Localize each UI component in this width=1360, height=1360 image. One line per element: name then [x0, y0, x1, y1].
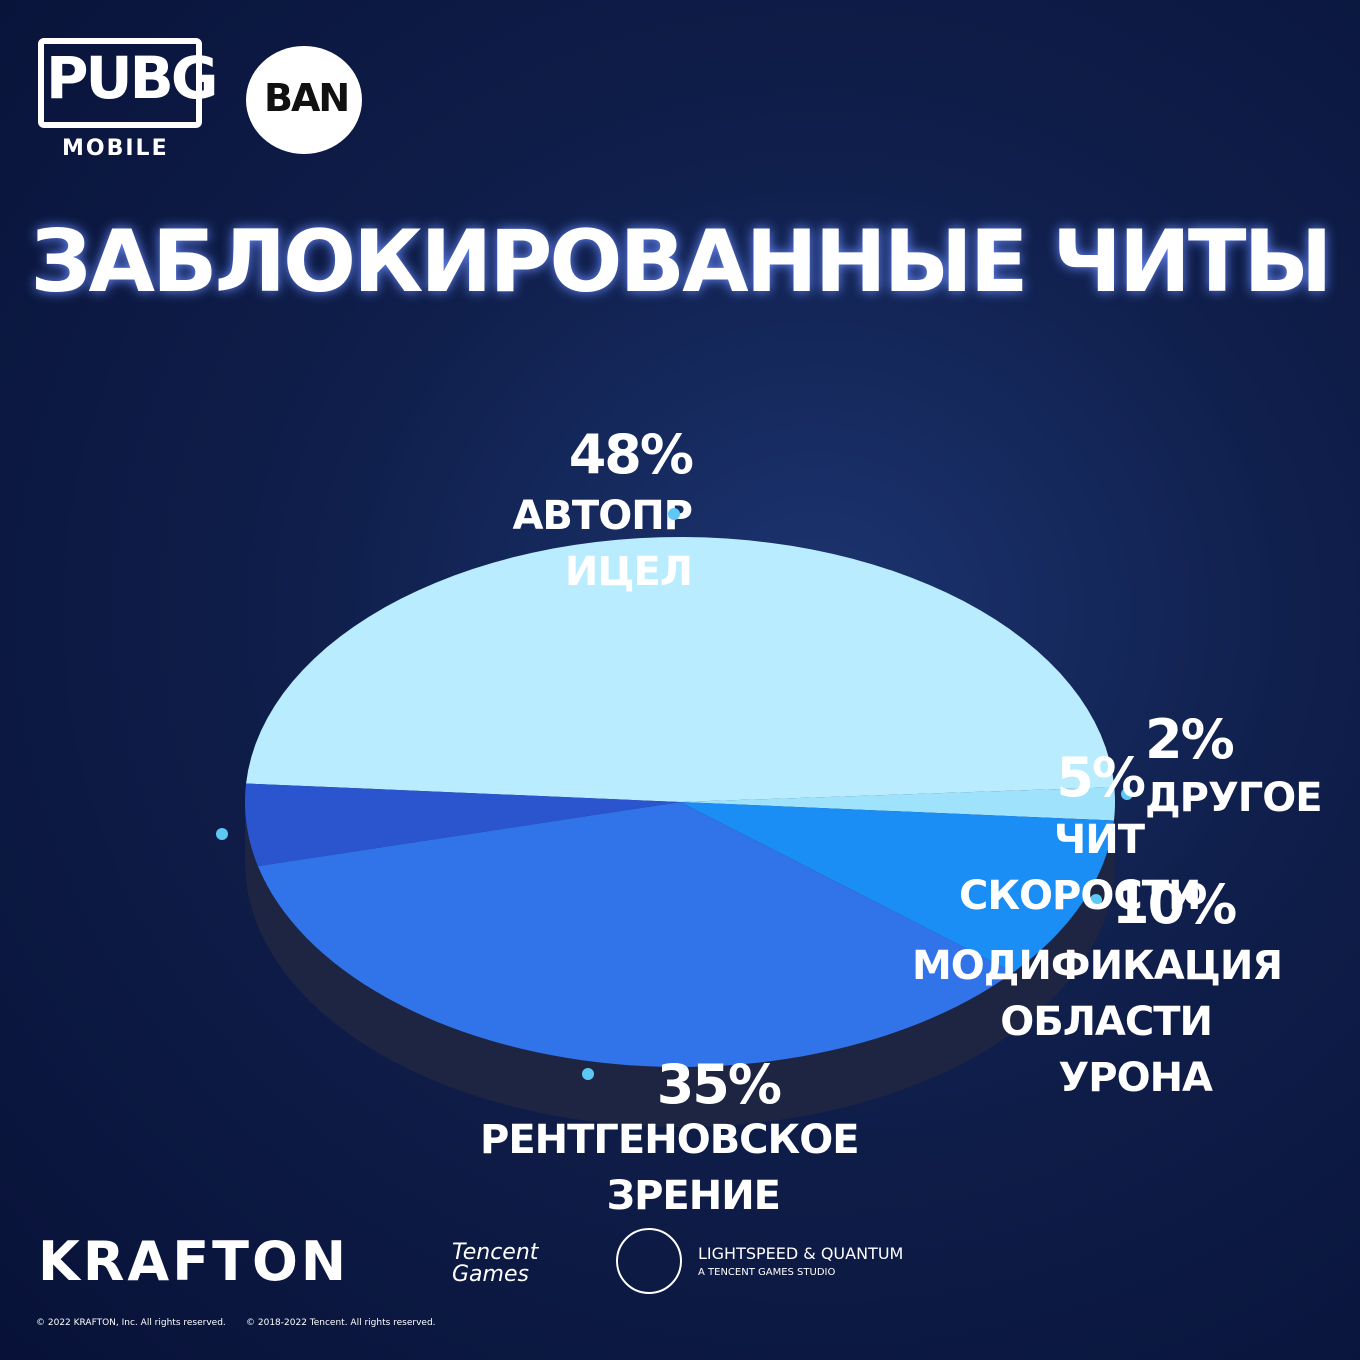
studio-icon	[616, 1228, 682, 1294]
chart-title: ЗАБЛОКИРОВАННЫЕ ЧИТЫ	[30, 212, 1332, 312]
label-dot	[216, 828, 228, 840]
value-label: 48%	[568, 423, 694, 486]
tencent-logo: Tencent	[452, 1240, 539, 1265]
copyright: © 2018-2022 Tencent. All rights reserved…	[246, 1318, 436, 1328]
label-dot	[582, 1068, 594, 1080]
krafton-logo: KRAFTON	[38, 1230, 350, 1293]
ban-text: BAN	[264, 76, 350, 120]
pie-slice	[257, 802, 1014, 1067]
category-label: АВТОПР ИЦЕЛ	[512, 493, 693, 595]
pie-slice	[245, 783, 680, 867]
category-label: МОДИФИКАЦИЯ ОБЛАСТИ УРОНА	[912, 943, 1283, 1101]
category-label: РЕНТГЕНОВСКОЕ ЗРЕНИЕ	[480, 1117, 860, 1219]
tencent-logo: Games	[452, 1262, 529, 1287]
label-dot	[668, 508, 680, 520]
value-label: 10%	[1112, 873, 1237, 936]
value-label: 35%	[656, 1053, 782, 1116]
pie-slice	[680, 802, 1114, 973]
ban-badge	[246, 46, 362, 154]
label-dot	[1090, 894, 1102, 906]
value-label: 5%	[1056, 746, 1146, 809]
studio-logo: LIGHTSPEED & QUANTUM	[698, 1244, 904, 1263]
pie-slice	[680, 787, 1115, 821]
studio-subtitle: A TENCENT GAMES STUDIO	[698, 1267, 836, 1278]
copyright: © 2022 KRAFTON, Inc. All rights reserved…	[36, 1318, 226, 1328]
category-label: ЧИТ СКОРОСТИ	[959, 817, 1202, 919]
value-label: 2%	[1145, 708, 1235, 771]
pie-slice	[246, 537, 1115, 802]
label-dot	[1121, 788, 1133, 800]
category-label: ДРУГОЕ	[1145, 775, 1323, 821]
mobile-logo: MOBILE	[62, 136, 169, 161]
pubg-logo-frame	[38, 38, 202, 128]
pubg-logo: PUBG	[46, 44, 218, 112]
